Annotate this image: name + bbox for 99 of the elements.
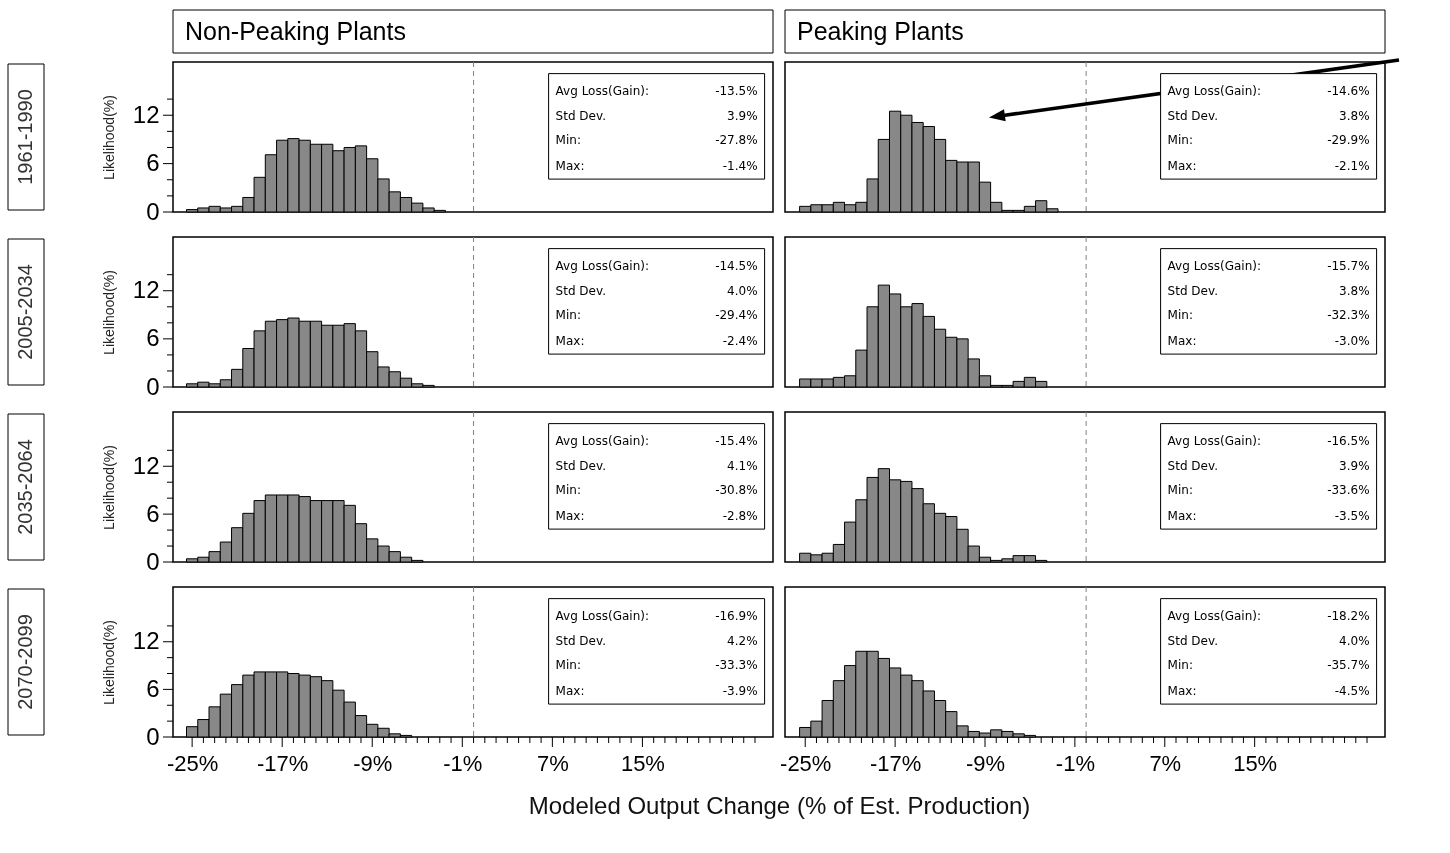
x-tick-label: -25% xyxy=(780,750,832,776)
annotation: Avg Loss(Gain): xyxy=(555,609,649,624)
annotation: -16.9% xyxy=(715,609,758,624)
annotation: Std Dev. xyxy=(555,459,606,474)
annotation: Avg Loss(Gain): xyxy=(555,84,649,99)
x-axis-title: Modeled Output Change (% of Est. Production) xyxy=(528,791,1031,819)
y-tick-label: 6 xyxy=(146,324,160,352)
annotation: -2.1% xyxy=(1334,158,1370,173)
annotation: Max: xyxy=(1167,158,1197,173)
annotation: -15.7% xyxy=(1327,259,1370,274)
text: 1961-1990 xyxy=(14,89,36,185)
text: 2005-2034 xyxy=(14,264,36,360)
annotation: -14.5% xyxy=(715,259,758,274)
y-tick-label: 12 xyxy=(132,276,160,304)
annotation: Std Dev. xyxy=(555,284,606,299)
y-axis-title: Likelihood(%) xyxy=(100,620,117,705)
annotation: -16.5% xyxy=(1327,434,1370,449)
annotation: Min: xyxy=(1167,483,1193,498)
annotation: -29.4% xyxy=(715,308,758,323)
x-tick-label: -9% xyxy=(965,750,1006,776)
annotation: -33.6% xyxy=(1327,483,1370,498)
y-axis-title: Likelihood(%) xyxy=(100,270,117,355)
annotation: -3.0% xyxy=(1334,333,1370,348)
x-tick-label: 15% xyxy=(620,750,665,776)
y-axis-title: Likelihood(%) xyxy=(100,445,117,530)
text: 2070-2099 xyxy=(14,614,36,710)
annotation: Max: xyxy=(555,333,585,348)
x-tick-label: -9% xyxy=(353,750,393,776)
annotation: -27.8% xyxy=(715,133,758,148)
x-tick-label: -17% xyxy=(869,750,922,776)
y-tick-label: 6 xyxy=(146,674,160,702)
annotation: Max: xyxy=(1167,333,1197,348)
annotation: Max: xyxy=(1167,683,1197,698)
y-axis-title: Likelihood(%) xyxy=(100,95,117,180)
annotation: -3.9% xyxy=(722,683,758,698)
annotation: Avg Loss(Gain): xyxy=(1167,434,1261,449)
annotation: Avg Loss(Gain): xyxy=(555,259,649,274)
annotation: -15.4% xyxy=(715,434,758,449)
annotation: Avg Loss(Gain): xyxy=(1167,259,1261,274)
annotation: Min: xyxy=(1167,658,1193,673)
y-tick-label: 0 xyxy=(146,197,160,225)
y-tick-label: 0 xyxy=(146,722,160,750)
annotation: -13.5% xyxy=(715,84,758,99)
annotation: -2.8% xyxy=(722,508,758,523)
annotation: Std Dev. xyxy=(555,634,606,649)
annotation: Std Dev. xyxy=(555,109,606,124)
annotation: -30.8% xyxy=(715,483,758,498)
annotation: -2.4% xyxy=(722,333,758,348)
annotation: -18.2% xyxy=(1327,609,1370,624)
annotation: Max: xyxy=(555,158,585,173)
annotation: Std Dev. xyxy=(1167,459,1218,474)
annotation: -33.3% xyxy=(715,658,758,673)
annotation: -3.5% xyxy=(1334,508,1370,523)
annotation: Std Dev. xyxy=(1167,634,1218,649)
y-tick-label: 12 xyxy=(132,627,160,655)
annotation: 4.1% xyxy=(727,459,758,474)
annotation: -4.5% xyxy=(1334,683,1370,698)
annotation: Std Dev. xyxy=(1167,109,1218,124)
annotation: Min: xyxy=(1167,133,1193,148)
annotation: -14.6% xyxy=(1327,84,1370,99)
annotation: -32.3% xyxy=(1327,308,1370,323)
annotation: 4.0% xyxy=(1339,634,1370,649)
chart-title: Peaking Plants xyxy=(797,17,964,45)
chart-title: Non-Peaking Plants xyxy=(185,17,406,45)
annotation: -1.4% xyxy=(722,158,758,173)
x-tick-label: -1% xyxy=(1055,750,1095,776)
annotation: Min: xyxy=(555,658,581,673)
annotation: Min: xyxy=(555,133,581,148)
y-tick-label: 0 xyxy=(146,547,160,575)
text: 2035-2064 xyxy=(14,439,36,535)
x-tick-label: 15% xyxy=(1233,750,1278,776)
x-tick-label: -17% xyxy=(257,750,309,776)
x-tick-label: -25% xyxy=(166,750,219,776)
annotation: 3.8% xyxy=(1339,284,1370,299)
annotation: Avg Loss(Gain): xyxy=(1167,84,1261,99)
annotation: Min: xyxy=(1167,308,1193,323)
y-tick-label: 0 xyxy=(146,372,160,400)
annotation: Max: xyxy=(1167,508,1197,523)
y-tick-label: 6 xyxy=(146,499,160,527)
y-tick-label: 6 xyxy=(146,149,160,177)
annotation: 3.9% xyxy=(1339,459,1370,474)
annotation: Max: xyxy=(555,508,585,523)
annotation: 4.2% xyxy=(727,634,758,649)
annotation: Avg Loss(Gain): xyxy=(1167,609,1261,624)
annotation: Max: xyxy=(555,683,585,698)
annotation: -29.9% xyxy=(1327,133,1370,148)
x-tick-label: -1% xyxy=(443,750,483,776)
annotation: Min: xyxy=(555,308,581,323)
annotation: Min: xyxy=(555,483,581,498)
y-tick-label: 12 xyxy=(132,451,160,479)
annotation: Avg Loss(Gain): xyxy=(555,434,649,449)
annotation: 3.8% xyxy=(1339,109,1370,124)
x-tick-label: 7% xyxy=(1149,750,1182,776)
annotation: -35.7% xyxy=(1327,658,1370,673)
y-tick-label: 12 xyxy=(132,100,160,128)
annotation: 3.9% xyxy=(727,109,758,124)
x-tick-label: 7% xyxy=(536,750,569,776)
annotation: Std Dev. xyxy=(1167,284,1218,299)
annotation: 4.0% xyxy=(727,284,758,299)
